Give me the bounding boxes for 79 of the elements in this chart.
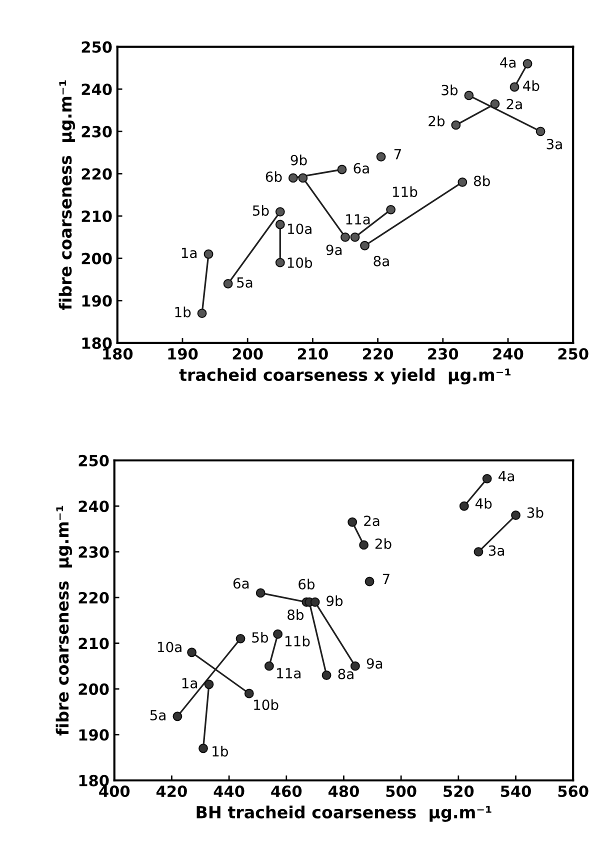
x-tick-label: 240 [493,348,524,360]
x-tick-label: 460 [271,786,302,798]
annotation: 2a [506,98,522,110]
annotation: 11b [286,636,310,646]
x-tick-label: 500 [386,786,416,798]
annotation: 4a [500,57,516,68]
y-tick-label: 240 [78,500,109,512]
annotation: 2b [428,116,445,126]
y-tick-label: 200 [78,683,109,695]
annotation: 5b [252,632,268,643]
annotation: 8a [338,668,354,680]
annotation: 1a [182,678,197,688]
annotation: 10b [254,699,278,710]
annotation: 1b [175,306,191,318]
annotation: 3b [527,507,544,518]
annotation: 7 [394,149,401,160]
annotation: 11b [392,186,418,198]
annotation: 8b [474,175,490,186]
x-axis-title: BH tracheid coarseness µg.m⁻¹ [196,806,492,822]
annotation: 6a [354,163,369,174]
annotation: 10a [288,224,312,234]
y-axis-title: fibre coarseness µg.m⁻¹ [56,506,72,736]
x-tick-label: 400 [99,786,130,798]
annotation: 3a [488,545,504,556]
x-tick-label: 220 [363,348,394,360]
annotation: 4b [475,498,492,509]
x-axis-title: tracheid coarseness x yield µg.m⁻¹ [179,368,511,384]
annotation: 5a [237,277,252,288]
x-tick-label: 210 [298,348,328,360]
y-tick-label: 250 [82,41,112,53]
annotation: 2a [364,516,380,526]
x-tick-label: 520 [444,786,474,798]
y-tick-label: 190 [79,729,109,741]
y-tick-label: 210 [82,210,112,222]
annotation: 9a [326,244,342,256]
annotation: 8b [288,609,304,620]
annotation: 2b [375,538,392,549]
annotation: 1a [182,248,196,258]
annotation: 10b [288,257,312,268]
annotation: 3a [546,138,562,150]
y-tick-label: 230 [78,546,109,558]
annotation: 7 [382,574,390,584]
y-tick-label: 220 [82,168,112,180]
x-tick-label: 180 [103,348,133,360]
y-tick-label: 190 [82,295,112,307]
x-tick-label: 230 [428,348,458,360]
annotation: 4a [498,470,514,482]
y-tick-label: 250 [78,454,109,466]
annotation: 11a [346,214,370,225]
y-axis-title: fibre coarseness µg.m⁻¹ [58,80,76,310]
annotation: 5a [150,710,166,720]
annotation: 9a [366,658,382,669]
y-tick-label: 200 [82,252,112,264]
annotation: 8a [374,256,389,266]
y-tick-label: 180 [82,337,112,349]
y-tick-label: 210 [78,638,109,650]
y-tick-label: 220 [78,592,109,604]
annotation: 9b [326,595,343,606]
x-tick-label: 190 [168,348,198,360]
x-tick-label: 540 [501,786,531,798]
x-tick-label: 440 [214,786,244,798]
annotation: 10a [158,642,182,652]
annotation: 3b [442,84,458,96]
annotation: 5b [252,205,269,216]
annotation: 6a [233,578,249,589]
y-tick-label: 230 [82,126,112,138]
annotation: 6b [266,171,282,182]
x-tick-label: 200 [232,348,263,360]
annotation: 1b [212,746,228,757]
annotation: 6b [298,578,315,590]
annotation: 11a [277,668,300,678]
annotation: 4b [523,80,540,92]
x-tick-label: 250 [558,348,588,360]
x-tick-label: 420 [156,786,187,798]
y-tick-label: 240 [82,84,112,96]
annotation: 9b [290,154,307,166]
y-tick-label: 180 [79,774,109,786]
x-tick-label: 480 [328,786,359,798]
x-tick-label: 560 [558,786,588,798]
